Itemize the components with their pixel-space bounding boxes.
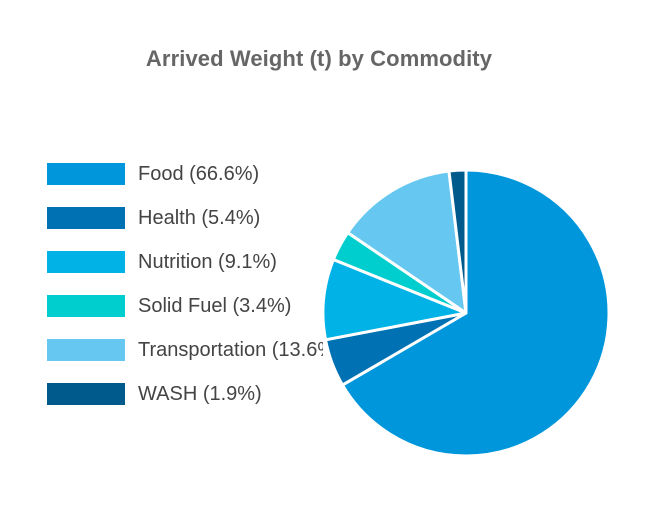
legend-item-solid-fuel[interactable]: Solid Fuel (3.4%): [47, 284, 323, 328]
legend-label: Nutrition (9.1%): [138, 250, 277, 273]
legend-label: Food (66.6%): [138, 162, 260, 185]
legend-swatch: [47, 383, 125, 405]
legend-item-transportation[interactable]: Transportation (13.6%): [47, 328, 323, 372]
pie-slice-food[interactable]: [340, 168, 611, 458]
legend-swatch: [47, 163, 125, 185]
chart-title: Arrived Weight (t) by Commodity: [145, 46, 493, 71]
legend-swatch: [47, 251, 125, 273]
legend-item-health[interactable]: Health (5.4%): [47, 196, 323, 240]
legend-label: Solid Fuel (3.4%): [138, 294, 292, 317]
legend-label: Transportation (13.6%): [138, 338, 323, 361]
legend-swatch: [47, 207, 125, 229]
legend: Food (66.6%) Health (5.4%) Nutrition (9.1%…: [47, 152, 323, 416]
legend-item-nutrition[interactable]: Nutrition (9.1%): [47, 240, 323, 284]
legend-swatch: [47, 339, 125, 361]
legend-item-wash[interactable]: WASH (1.9%): [47, 372, 323, 416]
legend-item-food[interactable]: Food (66.6%): [47, 152, 323, 196]
legend-swatch: [47, 295, 125, 317]
legend-label: Health (5.4%): [138, 206, 261, 229]
pie-slice-transportation[interactable]: [346, 169, 468, 315]
pie-slice-wash[interactable]: [447, 168, 468, 315]
legend-label: WASH (1.9%): [138, 382, 262, 405]
pie-slice-nutrition[interactable]: [321, 258, 468, 342]
